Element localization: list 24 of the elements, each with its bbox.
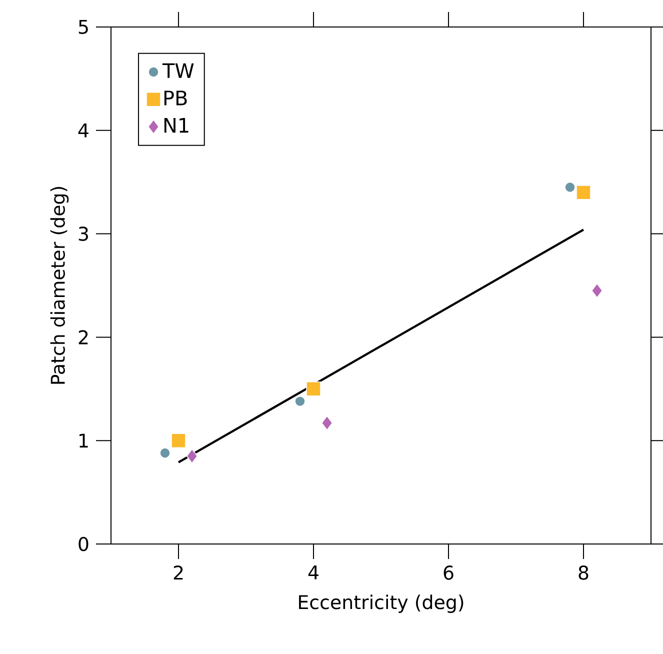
x-tick-label: 6 — [444, 566, 454, 580]
y-axis-title: Patch diameter (deg) — [50, 187, 69, 384]
legend-label: N1 — [164, 118, 188, 133]
point — [591, 283, 603, 298]
point — [171, 433, 186, 448]
point — [294, 396, 306, 407]
x-tick-label: 2 — [174, 566, 183, 580]
x-tick-label: 8 — [578, 566, 588, 580]
point — [186, 448, 198, 464]
point — [564, 182, 576, 193]
y-tick-label: 1 — [80, 434, 88, 448]
point — [306, 382, 321, 396]
y-tick-label: 2 — [78, 330, 88, 344]
point — [160, 448, 170, 458]
legend-label: PB — [164, 90, 187, 106]
x-axis-title: Eccentricity (deg) — [299, 594, 464, 613]
y-tick-label: 4 — [78, 124, 88, 138]
point — [321, 416, 333, 430]
legend-label: TW — [162, 63, 194, 78]
y-tick-label: 3 — [78, 226, 88, 241]
point — [576, 185, 591, 200]
y-tick-label: 5 — [78, 20, 88, 34]
x-tick-label: 4 — [308, 566, 318, 580]
y-tick-label: 0 — [78, 536, 88, 552]
